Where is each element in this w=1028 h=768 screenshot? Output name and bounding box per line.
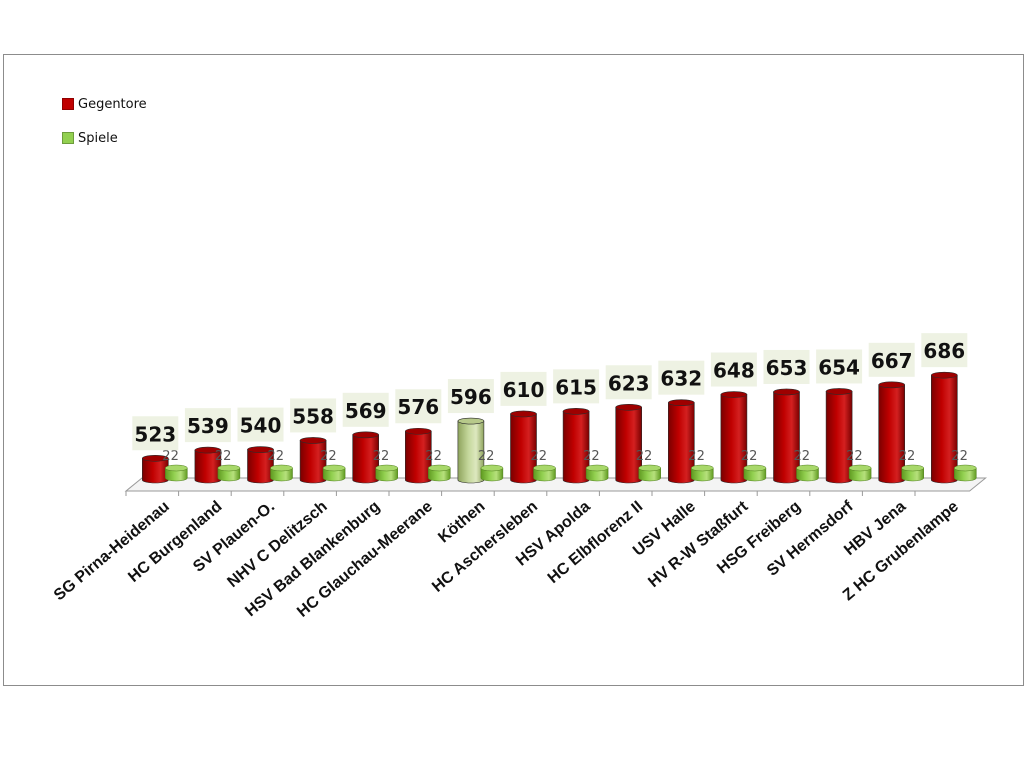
- data-label-spiele: 22: [162, 449, 179, 464]
- legend-swatch-gegentore: [62, 98, 74, 110]
- bar-gegentore-6: [457, 417, 485, 484]
- data-label-box: [184, 408, 231, 443]
- data-label-box: [553, 369, 600, 404]
- bar-spiele-7: [533, 464, 556, 482]
- bar-spiele-9: [638, 464, 661, 482]
- bar-spiele-3: [322, 464, 346, 482]
- data-label-gegentore: 596: [450, 385, 492, 409]
- data-label-gegentore: 615: [555, 375, 597, 399]
- data-label-gegentore: 686: [923, 339, 965, 363]
- data-label-gegentore: 667: [871, 349, 913, 373]
- data-label-spiele: 22: [583, 449, 600, 464]
- data-label-spiele: 22: [846, 449, 863, 464]
- data-label-box: [605, 365, 652, 400]
- bar-gegentore-4: [352, 431, 380, 484]
- bar-gegentore-11: [720, 391, 748, 484]
- bar-gegentore-14: [878, 381, 906, 484]
- x-tick-label: HV R-W Staßfurt: [645, 498, 752, 591]
- bar-spiele-4: [375, 464, 398, 482]
- data-label-box: [342, 392, 389, 427]
- bar-gegentore-15: [930, 371, 958, 484]
- bar-gegentore-3: [299, 437, 327, 484]
- data-label-box: [868, 342, 915, 377]
- data-label-spiele: 22: [794, 449, 811, 464]
- data-label-gegentore: 540: [240, 414, 282, 438]
- data-label-box: [237, 407, 284, 442]
- bar-gegentore-7: [510, 410, 537, 484]
- data-label-box: [500, 371, 547, 406]
- bar-spiele-10: [691, 464, 714, 482]
- legend: Gegentore Spiele: [62, 95, 147, 163]
- data-label-gegentore: 623: [608, 371, 650, 395]
- data-label-spiele: 22: [899, 449, 916, 464]
- data-label-spiele: 22: [951, 449, 968, 464]
- bar-spiele-2: [270, 464, 293, 482]
- data-label-spiele: 22: [320, 449, 337, 464]
- data-label-box: [447, 379, 494, 414]
- data-label-gegentore: 654: [818, 355, 860, 379]
- bar-gegentore-2: [247, 446, 274, 484]
- data-label-gegentore: 632: [660, 367, 702, 391]
- bar-gegentore-8: [562, 408, 590, 484]
- data-label-spiele: 22: [268, 449, 285, 464]
- data-label-gegentore: 558: [292, 404, 334, 428]
- bar-spiele-1: [217, 464, 241, 482]
- bar-gegentore-13: [825, 388, 853, 484]
- data-label-gegentore: 576: [397, 395, 439, 419]
- data-label-box: [921, 333, 968, 368]
- data-label-box: [710, 352, 757, 387]
- data-label-spiele: 22: [636, 449, 653, 464]
- data-label-box: [395, 389, 442, 424]
- data-label-spiele: 22: [741, 449, 758, 464]
- bar-gegentore-10: [667, 399, 695, 484]
- bar-spiele-6: [480, 464, 504, 482]
- data-label-box: [132, 416, 179, 451]
- bar-gegentore-0: [142, 454, 169, 484]
- bar-spiele-14: [901, 464, 924, 482]
- data-label-box: [816, 349, 863, 384]
- data-label-gegentore: 523: [134, 422, 176, 446]
- x-tick-label: HC Elbflorenz II: [545, 498, 647, 587]
- data-label-spiele: 22: [478, 449, 495, 464]
- bar-spiele-8: [585, 464, 609, 482]
- data-label-gegentore: 569: [345, 399, 387, 423]
- legend-item-gegentore: Gegentore: [62, 95, 147, 113]
- legend-swatch-spiele: [62, 132, 74, 144]
- data-label-gegentore: 648: [713, 359, 755, 383]
- legend-label-gegentore: Gegentore: [78, 96, 147, 112]
- legend-item-spiele: Spiele: [62, 129, 147, 147]
- bar-gegentore-12: [773, 388, 800, 484]
- legend-label-spiele: Spiele: [78, 130, 118, 146]
- data-label-box: [658, 360, 705, 395]
- x-tick-label: HC Burgenland: [125, 498, 225, 586]
- data-label-box: [290, 398, 337, 433]
- data-label-spiele: 22: [215, 449, 232, 464]
- bar-gegentore-5: [404, 427, 432, 484]
- bar-spiele-15: [954, 464, 977, 482]
- data-label-box: [763, 349, 810, 384]
- data-label-spiele: 22: [425, 449, 442, 464]
- data-label-spiele: 22: [531, 449, 548, 464]
- bar-gegentore-9: [615, 403, 643, 484]
- bar-spiele-5: [428, 464, 451, 482]
- data-label-gegentore: 610: [503, 378, 545, 402]
- data-label-gegentore: 539: [187, 414, 229, 438]
- bar-spiele-12: [796, 464, 819, 482]
- data-label-spiele: 22: [373, 449, 390, 464]
- bar-spiele-0: [165, 464, 188, 482]
- data-label-spiele: 22: [688, 449, 705, 464]
- data-label-gegentore: 653: [766, 356, 808, 380]
- bar-spiele-13: [848, 464, 872, 482]
- bar-spiele-11: [743, 464, 767, 482]
